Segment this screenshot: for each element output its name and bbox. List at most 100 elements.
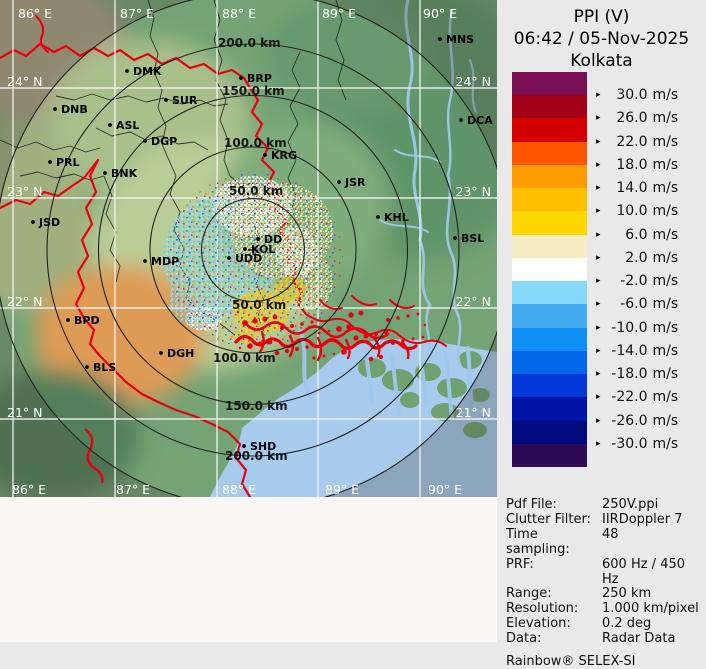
lon-label-top: 88° E <box>222 6 256 21</box>
legend-tick-icon: ▸ <box>596 159 601 170</box>
lat-label-left: 23° N <box>7 184 42 199</box>
legend-color-swatch <box>512 281 587 305</box>
city-label: BPD <box>74 314 100 327</box>
coast-red-speckle <box>290 324 294 328</box>
lat-label-left: 22° N <box>7 294 42 309</box>
legend-value: 18.0 <box>616 156 648 173</box>
coast-red-speckle <box>358 310 364 316</box>
coast-red-speckle <box>368 356 374 362</box>
coast-red-speckle <box>327 329 331 333</box>
city-dot <box>438 37 442 41</box>
panel-header: PPI (V) 06:42 / 05-Nov-2025 Kolkata <box>497 6 706 72</box>
legend-unit: m/s <box>652 273 679 290</box>
coast-red-speckle <box>317 331 321 335</box>
city-label: DNB <box>61 103 88 116</box>
legend-unit: m/s <box>652 435 679 452</box>
city-dot <box>31 220 35 224</box>
city-dot <box>263 153 267 157</box>
legend-tick-icon: ▸ <box>596 276 601 287</box>
station-name: Kolkata <box>570 51 633 71</box>
legend-value: 14.0 <box>616 180 648 197</box>
range-ring-labels: 200.0 km 150.0 km 100.0 km 50.0 km 50.0 km 10… <box>213 36 288 463</box>
city-label: UDD <box>235 252 262 265</box>
city-label: KOL <box>251 243 275 256</box>
lon-label-bottom: 88° E <box>222 482 256 497</box>
city-dot <box>48 160 52 164</box>
legend-entry: ▸ 2.0 m/s <box>596 249 678 266</box>
city-dot <box>256 237 260 241</box>
legend-entry: ▸ -22.0 m/s <box>596 389 678 406</box>
city-dot <box>143 139 147 143</box>
scan-info: Pdf File: 250V.ppi Clutter Filter: IIRDopp… <box>506 497 702 669</box>
city-dot <box>242 444 246 448</box>
lon-label-top: 86° E <box>18 6 52 21</box>
legend-color-swatch <box>512 118 587 142</box>
city-dot <box>459 118 463 122</box>
legend-value: -10.0 <box>611 319 648 336</box>
legend-value: 2.0 <box>625 249 648 266</box>
range-ring-label: 100.0 km <box>213 351 276 365</box>
city-label: DD <box>264 233 282 246</box>
city-label: MNS <box>446 33 474 46</box>
coast-red-speckle <box>310 320 314 324</box>
coast-red-speckle <box>411 337 415 341</box>
coast-red-speckle <box>267 339 273 345</box>
coast-red-speckle <box>236 310 240 314</box>
legend-color-swatch <box>512 304 587 328</box>
legend-tick-icon: ▸ <box>596 392 601 403</box>
legend-entry: ▸ -14.0 m/s <box>596 342 678 359</box>
lon-label-top: 87° E <box>120 6 154 21</box>
legend-entry: ▸ 10.0 m/s <box>596 203 678 220</box>
range-ring-label: 150.0 km <box>222 84 285 98</box>
info-value: 250 km <box>602 586 652 602</box>
legend-color-swatch <box>512 188 587 212</box>
range-ring-label: 50.0 km <box>232 298 286 312</box>
legend-color-swatch <box>512 72 587 96</box>
legend-tick-icon: ▸ <box>596 369 601 380</box>
legend-unit: m/s <box>652 249 679 266</box>
coast-red-speckle <box>300 322 304 326</box>
info-label: Elevation: <box>506 616 571 632</box>
info-value: 0.2 deg <box>602 616 652 632</box>
coast-red-speckle <box>423 323 427 327</box>
info-row: Data: Radar Data <box>506 631 702 647</box>
city-markers: MNS DMK BRP SUR DNB DCA ASL DGP KRG PRL BNK JSR KHL J… <box>31 33 493 453</box>
legend-color-swatch <box>512 397 587 421</box>
legend-unit: m/s <box>652 296 679 313</box>
city-label: KHL <box>384 211 409 224</box>
legend-entry: ▸ 22.0 m/s <box>596 133 678 150</box>
legend-unit: m/s <box>652 87 679 104</box>
legend-color-swatch <box>512 257 587 282</box>
legend-color-swatch <box>512 141 587 165</box>
info-value: IIRDoppler 7 <box>602 511 683 527</box>
lon-label-bottom: 90° E <box>428 482 462 497</box>
city-dot <box>239 76 243 80</box>
city-dot <box>164 98 168 102</box>
info-value: Radar Data <box>602 631 676 647</box>
legend-entry: ▸ -18.0 m/s <box>596 366 678 383</box>
coast-red-speckle <box>416 312 420 316</box>
range-ring-label: 150.0 km <box>225 399 288 413</box>
legend-color-bar <box>512 72 587 467</box>
coast-red-speckle <box>279 325 285 331</box>
legend-entry: ▸ -6.0 m/s <box>596 296 678 313</box>
lat-label-left: 21° N <box>7 405 42 420</box>
info-row: Resolution: 1.000 km/pixel <box>506 601 702 617</box>
legend-unit: m/s <box>652 133 679 150</box>
legend-unit: m/s <box>652 156 679 173</box>
coast-red-speckle <box>346 324 352 330</box>
coast-red-speckle <box>272 314 278 320</box>
legend-tick-icon: ▸ <box>596 322 601 333</box>
city-label: MDP <box>151 255 179 268</box>
range-ring-label: 50.0 km <box>229 184 283 198</box>
legend-tick-icon: ▸ <box>596 299 601 310</box>
lon-label-bottom: 86° E <box>12 482 46 497</box>
city-label: KRG <box>271 149 297 162</box>
velocity-echo <box>163 172 343 348</box>
city-label: DCA <box>467 114 493 127</box>
city-dot <box>125 69 129 73</box>
legend-value: -6.0 <box>620 296 648 313</box>
coast-red-speckle <box>421 335 425 339</box>
info-label: Resolution: <box>506 601 579 617</box>
city-label: SUR <box>172 94 198 107</box>
